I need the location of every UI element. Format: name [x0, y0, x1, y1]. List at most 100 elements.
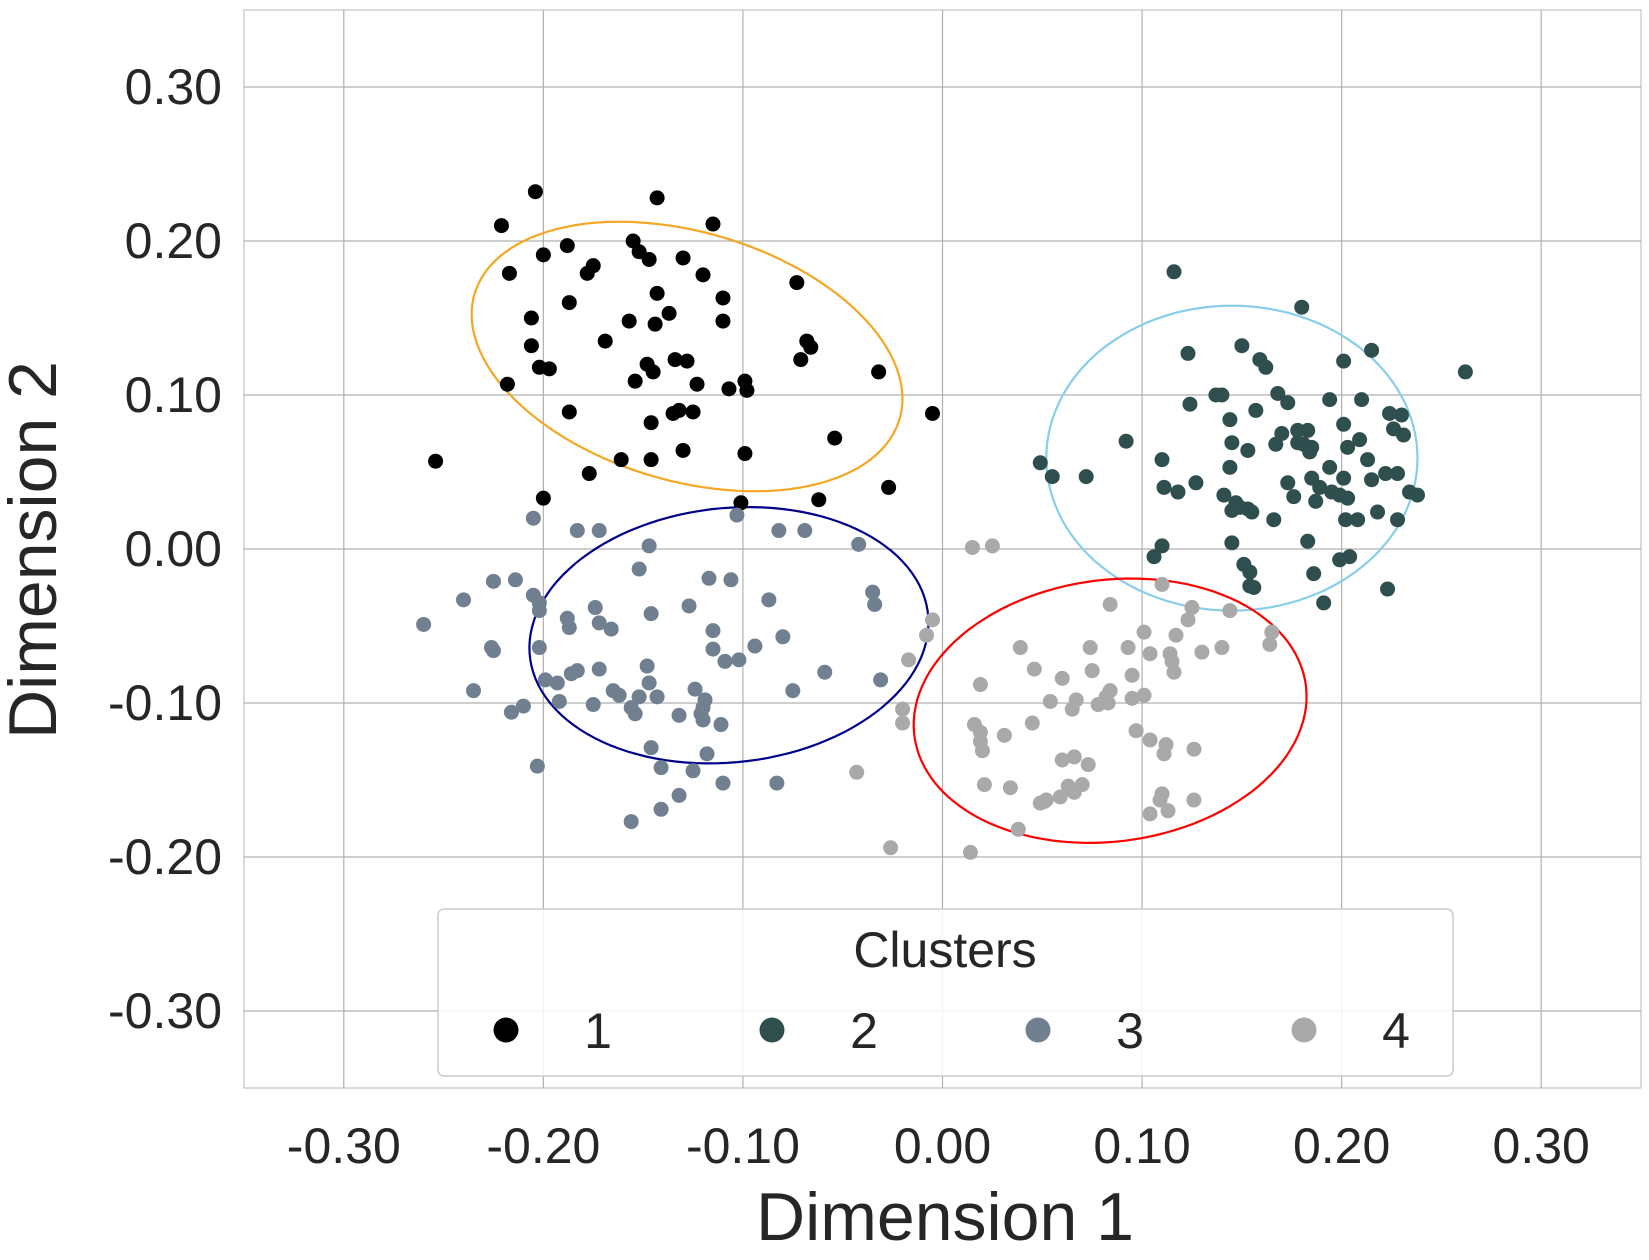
cluster-2-point — [1154, 452, 1170, 468]
cluster-2-point — [1290, 422, 1306, 438]
cluster-4-point — [895, 701, 911, 717]
cluster-2-point — [1266, 512, 1282, 528]
cluster-3-point — [653, 801, 669, 817]
cluster-4-point — [1064, 701, 1080, 717]
cluster-4-point — [1156, 746, 1172, 762]
cluster-4-point — [1084, 663, 1100, 679]
cluster-4-point — [1154, 576, 1170, 592]
cluster-2-point — [1312, 479, 1328, 495]
cluster-4-point — [1066, 749, 1082, 765]
cluster-3-point — [713, 717, 729, 733]
cluster-2-point — [1268, 436, 1284, 452]
cluster-2-point — [1216, 487, 1232, 503]
cluster-4-point — [849, 764, 865, 780]
cluster-1-point — [561, 295, 577, 311]
x-tick-label: 0.10 — [1093, 1118, 1190, 1174]
cluster-2-point — [1280, 395, 1296, 411]
cluster-3-point — [771, 523, 787, 539]
cluster-2-point — [1224, 435, 1240, 451]
cluster-3-point — [485, 573, 501, 589]
cluster-2-point — [1156, 479, 1172, 495]
cluster-1-point — [695, 267, 711, 283]
cluster-3-point — [587, 600, 603, 616]
cluster-4-point — [1128, 723, 1144, 739]
cluster-3-point — [643, 740, 659, 756]
cluster-1-point — [925, 405, 941, 421]
cluster-3-point — [643, 606, 659, 622]
cluster-4-point — [962, 844, 978, 860]
x-tick-labels: -0.30 -0.20 -0.10 0.00 0.10 0.20 0.30 — [287, 1118, 1590, 1174]
cluster-3-point — [485, 643, 501, 659]
cluster-1-point — [501, 265, 517, 281]
legend-label-2: 2 — [850, 1003, 878, 1059]
cluster-1-point — [499, 376, 515, 392]
cluster-4-point — [1012, 640, 1028, 656]
cluster-2-point — [1390, 512, 1406, 528]
cluster-4-point — [1160, 803, 1176, 819]
cluster-4-point — [972, 677, 988, 693]
y-tick-label: 0.10 — [125, 367, 222, 423]
cluster-1-point — [561, 404, 577, 420]
cluster-1-point — [715, 313, 731, 329]
cluster-1-point — [643, 415, 659, 431]
cluster-2-point — [1166, 264, 1182, 280]
cluster-2-point — [1246, 580, 1262, 595]
cluster-3-point — [717, 653, 733, 669]
cluster-3-point — [695, 712, 711, 728]
cluster-2-point — [1340, 490, 1356, 506]
cluster-3-point — [641, 538, 657, 554]
cluster-4-point — [1066, 784, 1082, 800]
cluster-1-point — [715, 290, 731, 306]
cluster-3-point — [731, 652, 747, 668]
cluster-3-point — [525, 510, 541, 526]
cluster-1-point — [643, 452, 659, 468]
cluster-1-point — [739, 382, 755, 398]
x-tick-label: -0.30 — [287, 1118, 401, 1174]
cluster-4-point — [1120, 640, 1136, 656]
cluster-1-point — [523, 338, 539, 354]
cluster-2-point — [1322, 392, 1338, 408]
cluster-2-point — [1044, 469, 1060, 485]
cluster-3-point — [551, 693, 567, 709]
cluster-4-point — [1214, 640, 1230, 656]
cluster-1-point — [737, 446, 753, 462]
cluster-3-point — [851, 536, 867, 552]
cluster-3-ellipse — [528, 506, 930, 765]
cluster-2-point — [1248, 402, 1264, 418]
cluster-3-point — [671, 707, 687, 723]
cluster-2-point — [1300, 533, 1316, 549]
cluster-2-point — [1352, 432, 1368, 448]
cluster-4-point — [1026, 661, 1042, 677]
cluster-4-point — [1142, 806, 1158, 822]
cluster-2-point — [1222, 459, 1238, 475]
cluster-2-point — [1078, 469, 1094, 485]
cluster-3-point — [537, 672, 553, 688]
x-tick-label: -0.20 — [486, 1118, 600, 1174]
cluster-4-point — [1102, 596, 1118, 612]
cluster-2-point — [1258, 359, 1274, 375]
x-axis-title: Dimension 1 — [756, 1179, 1134, 1255]
cluster-3-point — [503, 704, 519, 720]
cluster-4-point — [919, 627, 935, 643]
legend-title: Clusters — [853, 922, 1036, 978]
cluster-1-ellipse — [470, 220, 904, 493]
cluster-2-point — [1182, 396, 1198, 412]
cluster-1-point — [613, 452, 629, 468]
cluster-3-point — [531, 603, 547, 619]
cluster-4-point — [1186, 792, 1202, 808]
cluster-1-point — [675, 250, 691, 266]
cluster-2-point — [1294, 299, 1310, 315]
cluster-1-point — [685, 404, 701, 420]
y-tick-label: 0.00 — [125, 521, 222, 577]
cluster-3-point — [585, 697, 601, 713]
cluster-1-point — [647, 316, 663, 332]
cluster-2-point — [1280, 475, 1296, 491]
cluster-2-point — [1188, 475, 1204, 491]
cluster-1-point — [645, 364, 661, 380]
cluster-4-point — [1010, 821, 1026, 837]
cluster-2-point — [1224, 503, 1240, 518]
cluster-4-point — [1152, 792, 1168, 808]
cluster-2-point — [1350, 512, 1366, 528]
cluster-1-point — [579, 265, 595, 281]
